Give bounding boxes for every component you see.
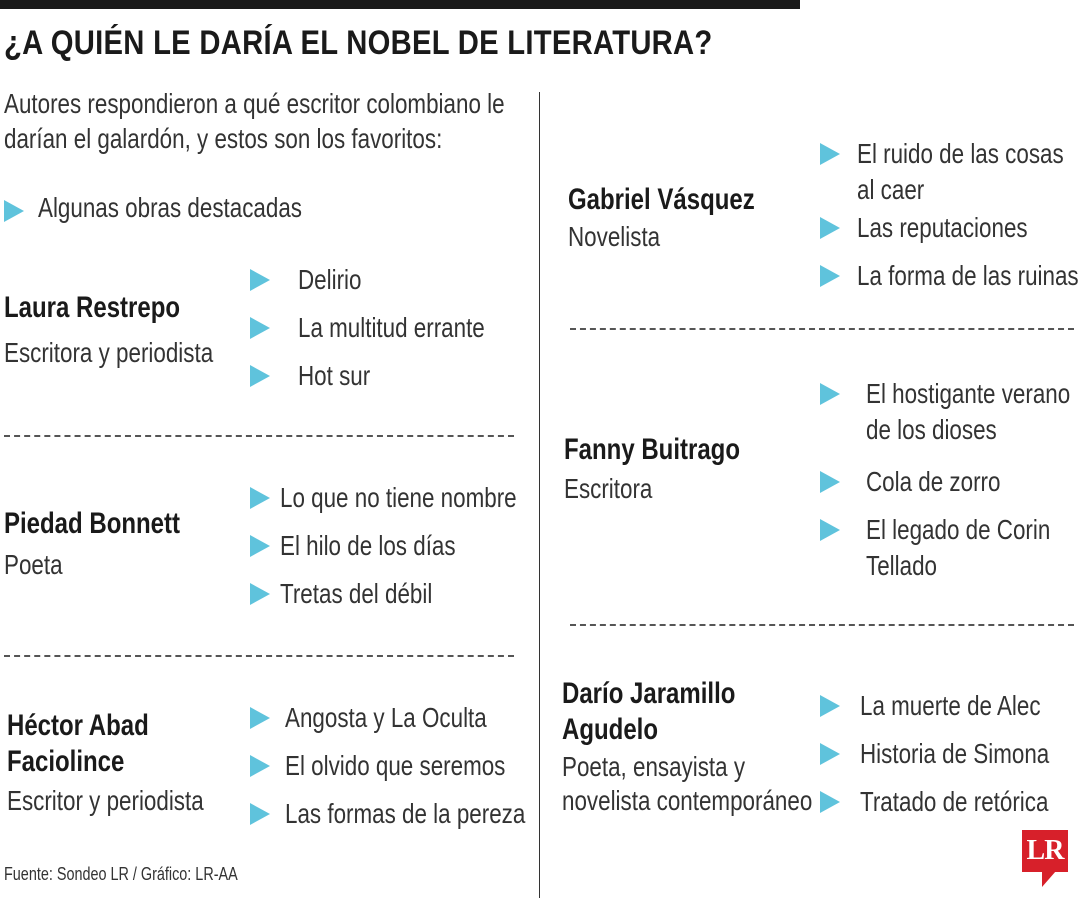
work-title: Angosta y La Oculta bbox=[285, 700, 487, 736]
triangle-bullet-icon bbox=[250, 707, 270, 729]
author-name-line: Gabriel Vásquez bbox=[568, 183, 755, 216]
triangle-bullet-icon bbox=[820, 143, 840, 165]
author-name-line: Agudelo bbox=[562, 713, 658, 746]
work-title-line: La forma de las ruinas bbox=[857, 260, 1079, 291]
work-title: La multitud errante bbox=[298, 310, 485, 346]
triangle-bullet-icon bbox=[820, 695, 840, 717]
work-title-line: de los dioses bbox=[866, 414, 997, 445]
triangle-bullet-icon bbox=[250, 269, 270, 291]
author-name: Laura Restrepo bbox=[4, 290, 180, 326]
work-title-line: Tretas del débil bbox=[280, 578, 433, 609]
work-title: Las formas de la pereza bbox=[285, 796, 525, 832]
triangle-bullet-icon bbox=[4, 200, 24, 222]
work-title: Delirio bbox=[298, 262, 361, 298]
work-title-line: La multitud errante bbox=[298, 312, 485, 343]
work-title: Hot sur bbox=[298, 358, 370, 394]
separator bbox=[4, 655, 514, 657]
author-name-line: Faciolince bbox=[7, 745, 125, 778]
work-title: El legado de Corin Tellado bbox=[866, 512, 1050, 584]
work-title-line: Hot sur bbox=[298, 360, 371, 391]
author-role-line: Escritora y periodista bbox=[4, 337, 214, 368]
work-title: La forma de las ruinas bbox=[857, 258, 1079, 294]
top-rule bbox=[0, 0, 800, 9]
page-title: ¿A QUIÉN LE DARÍA EL NOBEL DE LITERATURA… bbox=[4, 24, 713, 62]
author-name-line: Héctor Abad bbox=[7, 709, 149, 742]
triangle-bullet-icon bbox=[820, 743, 840, 765]
work-title: Tratado de retórica bbox=[860, 784, 1048, 820]
author-name-line: Fanny Buitrago bbox=[564, 433, 741, 466]
work-title-line: El hostigante verano bbox=[866, 378, 1071, 409]
triangle-bullet-icon bbox=[820, 265, 840, 287]
author-name: Fanny Buitrago bbox=[564, 432, 740, 468]
work-title-line: al caer bbox=[857, 174, 925, 205]
triangle-bullet-icon bbox=[820, 791, 840, 813]
triangle-bullet-icon bbox=[250, 803, 270, 825]
author-role: Escritor y periodista bbox=[7, 784, 204, 818]
author-role: Escritora y periodista bbox=[4, 336, 213, 370]
work-title-line: Angosta y La Oculta bbox=[285, 702, 487, 733]
work-title-line: Delirio bbox=[298, 264, 362, 295]
author-name-line: Darío Jaramillo bbox=[562, 677, 736, 710]
author-role-line: Escritora bbox=[564, 473, 653, 504]
author-role: Poeta bbox=[4, 548, 63, 582]
triangle-bullet-icon bbox=[250, 755, 270, 777]
author-role-line: Poeta, ensayista y bbox=[562, 751, 746, 782]
triangle-bullet-icon bbox=[250, 487, 270, 509]
work-title-line: El ruido de las cosas bbox=[857, 138, 1064, 169]
author-role: Escritora bbox=[564, 472, 652, 506]
author-name-line: Laura Restrepo bbox=[4, 291, 181, 324]
work-title-line: Historia de Simona bbox=[860, 738, 1050, 769]
work-title: El hostigante verano de los dioses bbox=[866, 376, 1070, 448]
work-title-line: Tellado bbox=[866, 550, 937, 581]
author-role-line: Novelista bbox=[568, 221, 661, 252]
separator bbox=[570, 328, 1074, 330]
work-title-line: La muerte de Alec bbox=[860, 690, 1041, 721]
work-title: El ruido de las cosas al caer bbox=[857, 136, 1064, 208]
work-title: La muerte de Alec bbox=[860, 688, 1041, 724]
separator bbox=[4, 435, 514, 437]
work-title-line: Lo que no tiene nombre bbox=[280, 482, 517, 513]
author-role: Poeta, ensayista y novelista contemporáne… bbox=[562, 750, 812, 818]
author-name: Gabriel Vásquez bbox=[568, 182, 755, 218]
author-role: Novelista bbox=[568, 220, 660, 254]
triangle-bullet-icon bbox=[820, 383, 840, 405]
triangle-bullet-icon bbox=[250, 583, 270, 605]
work-title-line: Tratado de retórica bbox=[860, 786, 1049, 817]
author-name: Darío Jaramillo Agudelo bbox=[562, 676, 735, 748]
work-title: Las reputaciones bbox=[857, 210, 1028, 246]
author-name-line: Piedad Bonnett bbox=[4, 507, 181, 540]
author-role-line: novelista contemporáneo bbox=[562, 785, 813, 816]
lr-logo-tail bbox=[1042, 871, 1056, 887]
work-title-line: El olvido que seremos bbox=[285, 750, 506, 781]
work-title-line: El legado de Corin bbox=[866, 514, 1051, 545]
work-title-line: Cola de zorro bbox=[866, 466, 1001, 497]
legend-label: Algunas obras destacadas bbox=[38, 192, 302, 223]
triangle-bullet-icon bbox=[820, 217, 840, 239]
triangle-bullet-icon bbox=[250, 365, 270, 387]
work-title-line: El hilo de los días bbox=[280, 530, 456, 561]
work-title-line: Las formas de la pereza bbox=[285, 798, 526, 829]
author-role-line: Poeta bbox=[4, 549, 63, 580]
triangle-bullet-icon bbox=[250, 535, 270, 557]
author-role-line: Escritor y periodista bbox=[7, 785, 204, 816]
author-name: Héctor Abad Faciolince bbox=[7, 708, 149, 780]
work-title: Cola de zorro bbox=[866, 464, 1000, 500]
intro-text: Autores respondieron a qué escritor colo… bbox=[4, 86, 505, 156]
intro-line: darían el galardón, y estos son los favo… bbox=[4, 123, 443, 154]
lr-logo: LR bbox=[1022, 830, 1068, 872]
source-note: Fuente: Sondeo LR / Gráfico: LR-AA bbox=[4, 864, 238, 884]
intro-line: Autores respondieron a qué escritor colo… bbox=[4, 88, 505, 119]
column-divider bbox=[539, 92, 540, 898]
work-title-line: Las reputaciones bbox=[857, 212, 1028, 243]
work-title: Lo que no tiene nombre bbox=[280, 480, 517, 516]
work-title: Tretas del débil bbox=[280, 576, 432, 612]
triangle-bullet-icon bbox=[820, 471, 840, 493]
work-title: El olvido que seremos bbox=[285, 748, 505, 784]
author-name: Piedad Bonnett bbox=[4, 506, 180, 542]
work-title: Historia de Simona bbox=[860, 736, 1049, 772]
separator bbox=[570, 624, 1074, 626]
triangle-bullet-icon bbox=[250, 317, 270, 339]
triangle-bullet-icon bbox=[820, 519, 840, 541]
work-title: El hilo de los días bbox=[280, 528, 456, 564]
